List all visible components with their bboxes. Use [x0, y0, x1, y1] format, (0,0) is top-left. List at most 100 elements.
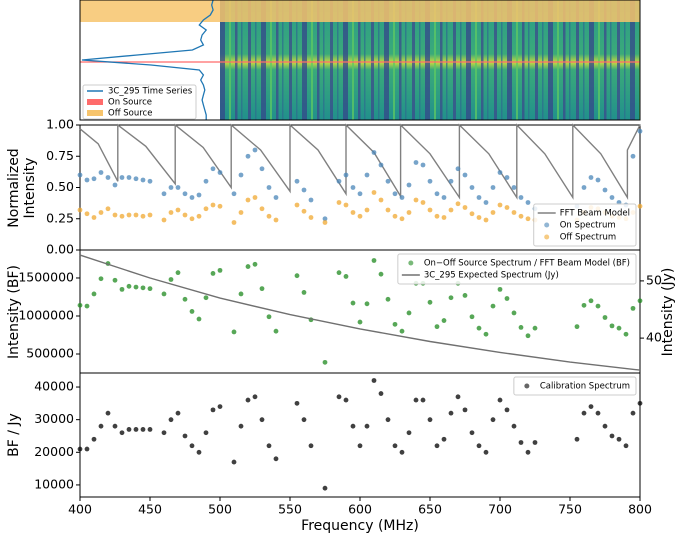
- y-tick-label: 0.75: [46, 148, 74, 163]
- data-point: [462, 172, 468, 178]
- data-point: [448, 295, 454, 301]
- data-point: [602, 187, 608, 193]
- data-point: [175, 410, 181, 416]
- data-point: [77, 446, 83, 452]
- data-point: [483, 200, 489, 205]
- y-tick-label: 500000: [26, 345, 74, 360]
- data-point: [357, 319, 363, 325]
- data-point: [357, 443, 363, 449]
- data-point: [119, 286, 125, 292]
- data-point: [210, 271, 216, 276]
- legend-swatch: [87, 110, 103, 116]
- data-point: [378, 197, 384, 203]
- data-point: [196, 213, 202, 219]
- data-point: [112, 182, 118, 188]
- data-point: [378, 271, 384, 277]
- data-point: [637, 298, 643, 304]
- data-point: [350, 300, 356, 306]
- legend-label: FFT Beam Model: [560, 209, 630, 219]
- data-point: [301, 208, 307, 214]
- data-point: [532, 440, 538, 445]
- data-point: [399, 328, 405, 334]
- data-point: [588, 404, 594, 410]
- data-point: [637, 128, 643, 134]
- legend-box: [397, 253, 637, 285]
- data-point: [252, 195, 258, 200]
- legend-swatch: [544, 234, 550, 240]
- data-point: [441, 436, 447, 442]
- data-point: [161, 430, 167, 436]
- data-point: [91, 215, 97, 220]
- data-point: [343, 274, 349, 279]
- data-point: [84, 446, 90, 452]
- data-point: [595, 303, 601, 309]
- data-point: [518, 213, 524, 219]
- data-point: [98, 210, 104, 215]
- data-point: [602, 315, 608, 320]
- legend-label: On Spectrum: [560, 221, 616, 231]
- data-point: [189, 216, 195, 222]
- x-tick-label: 750: [558, 502, 582, 517]
- y-tick-label: 0.50: [46, 179, 74, 194]
- data-point: [203, 430, 209, 436]
- data-point: [147, 212, 153, 218]
- data-point: [420, 397, 426, 403]
- data-point: [84, 303, 90, 309]
- y-tick-label: 0.25: [46, 210, 74, 225]
- data-point: [273, 328, 279, 334]
- data-point: [413, 397, 419, 403]
- data-point: [434, 191, 440, 197]
- data-point: [476, 325, 482, 331]
- data-point: [238, 423, 244, 429]
- data-point: [623, 331, 629, 337]
- data-point: [175, 185, 181, 190]
- data-point: [336, 270, 342, 276]
- data-point: [469, 430, 475, 436]
- data-point: [308, 215, 314, 220]
- data-point: [364, 423, 370, 429]
- data-point: [350, 185, 356, 190]
- data-point: [476, 195, 482, 200]
- data-point: [462, 205, 468, 210]
- legend-label: Off Source: [108, 109, 152, 119]
- data-point: [77, 302, 83, 308]
- y-tick-label: 40000: [34, 379, 74, 394]
- data-point: [518, 440, 524, 445]
- data-point: [133, 427, 139, 432]
- data-point: [497, 286, 503, 292]
- data-point: [385, 178, 391, 184]
- data-point: [490, 417, 496, 423]
- data-point: [434, 324, 440, 330]
- data-point: [532, 325, 538, 331]
- data-point: [203, 178, 209, 184]
- data-point: [259, 206, 265, 212]
- data-point: [385, 207, 391, 213]
- legend-swatch: [524, 383, 530, 389]
- data-point: [84, 211, 90, 217]
- data-point: [231, 459, 237, 465]
- y-tick-label: 0.00: [46, 242, 74, 257]
- data-point: [574, 324, 580, 330]
- data-point: [301, 290, 307, 295]
- data-point: [609, 323, 615, 329]
- data-point: [133, 284, 139, 290]
- legend-label: On−Off Source Spectrum / FFT Beam Model …: [424, 259, 630, 269]
- data-point: [343, 172, 349, 178]
- data-point: [616, 436, 622, 442]
- data-point: [511, 210, 517, 215]
- data-point: [504, 175, 510, 180]
- data-point: [245, 264, 251, 269]
- data-point: [182, 191, 188, 197]
- legend-label: 3C_295 Time Series: [108, 87, 193, 97]
- data-point: [581, 410, 587, 416]
- y2-tick-label: 40: [646, 330, 662, 345]
- data-point: [189, 195, 195, 200]
- data-point: [497, 170, 503, 175]
- data-point: [182, 433, 188, 439]
- y-tick-label: 1.00: [46, 117, 74, 132]
- data-point: [105, 410, 111, 416]
- data-point: [490, 185, 496, 190]
- data-point: [511, 423, 517, 429]
- data-point: [112, 212, 118, 218]
- data-point: [336, 394, 342, 400]
